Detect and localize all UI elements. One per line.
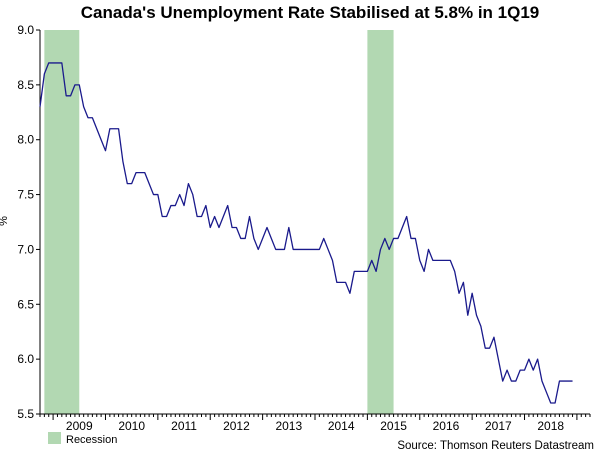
- y-tick-label: 5.5: [17, 407, 34, 421]
- x-tick-label: 2013: [275, 419, 302, 433]
- x-tick-label: 2017: [485, 419, 512, 433]
- y-tick-label: 7.5: [17, 188, 34, 202]
- y-tick-label: 7.0: [17, 242, 34, 256]
- legend-label-recession: Recession: [66, 434, 117, 446]
- chart-title: Canada's Unemployment Rate Stabilised at…: [81, 3, 539, 22]
- y-tick-label: 9.0: [17, 23, 34, 37]
- series-layer: [39, 62, 573, 404]
- x-tick-label: 2012: [223, 419, 250, 433]
- series-line-1: [39, 62, 573, 404]
- y-tick-label: 6.5: [17, 297, 34, 311]
- x-tick-label: 2009: [66, 419, 93, 433]
- recession-band-2: [367, 30, 394, 414]
- recession-band-1: [44, 30, 80, 414]
- y-tick-label: 6.0: [17, 352, 34, 366]
- x-tick-label: 2011: [171, 419, 197, 433]
- x-tick-label: 2014: [328, 419, 355, 433]
- x-tick-label: 2016: [433, 419, 460, 433]
- x-tick-label: 2018: [537, 419, 564, 433]
- x-tick-label: 2015: [380, 419, 407, 433]
- y-axis-label: %: [0, 216, 10, 226]
- y-tick-label: 8.0: [17, 133, 34, 147]
- legend: Recession: [48, 432, 117, 446]
- source-note: Source: Thomson Reuters Datastream: [397, 440, 594, 452]
- recession-shading: [44, 30, 394, 414]
- legend-swatch-recession: [48, 432, 61, 444]
- axes: 5.5 6.0 6.5 7.0 7.5 8.0 8.5 9.0 2009 2010 2011 2012…: [17, 23, 591, 433]
- y-tick-label: 8.5: [17, 78, 34, 92]
- x-tick-label: 2010: [118, 419, 145, 433]
